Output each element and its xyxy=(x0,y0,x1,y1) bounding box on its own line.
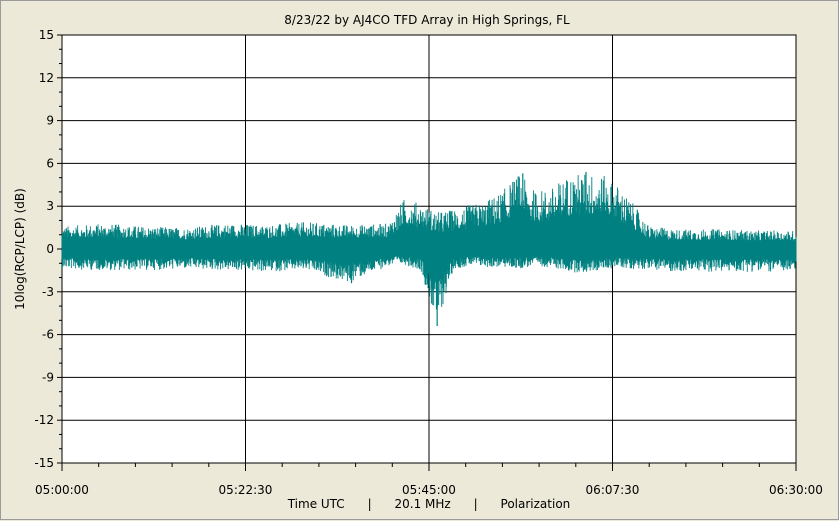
axes: 15 12 9 6 3 0 -3 -6 -9 -12 -15 05:00:00 05:22:30 05:4… xyxy=(34,28,823,497)
y-tick-label: 3 xyxy=(46,199,54,213)
y-tick-label: -9 xyxy=(42,370,54,384)
x-tick-label: 06:07:30 xyxy=(586,483,640,497)
y-tick-label: -15 xyxy=(34,456,54,470)
y-axis-label: 10log(RCP/LCP) (dB) xyxy=(13,188,27,310)
x-axis-label: Time UTC | 20.1 MHz | Polarization xyxy=(287,497,571,511)
y-tick-label: -12 xyxy=(34,413,54,427)
y-tick-label: 0 xyxy=(46,242,54,256)
y-tick-label: 6 xyxy=(46,156,54,170)
chart-title: 8/23/22 by AJ4CO TFD Array in High Sprin… xyxy=(284,13,570,27)
y-tick-label: 9 xyxy=(46,114,54,128)
x-tick-label: 05:00:00 xyxy=(35,483,89,497)
y-tick-label: -3 xyxy=(42,285,54,299)
x-tick-label: 06:30:00 xyxy=(769,483,823,497)
x-tick-label: 05:22:30 xyxy=(219,483,273,497)
data-series xyxy=(61,171,797,327)
series-core-band xyxy=(62,216,796,281)
y-tick-label: 15 xyxy=(39,28,54,42)
y-tick-label: -6 xyxy=(42,328,54,342)
y-tick-label: 12 xyxy=(39,71,54,85)
x-tick-label: 05:45:00 xyxy=(402,483,456,497)
